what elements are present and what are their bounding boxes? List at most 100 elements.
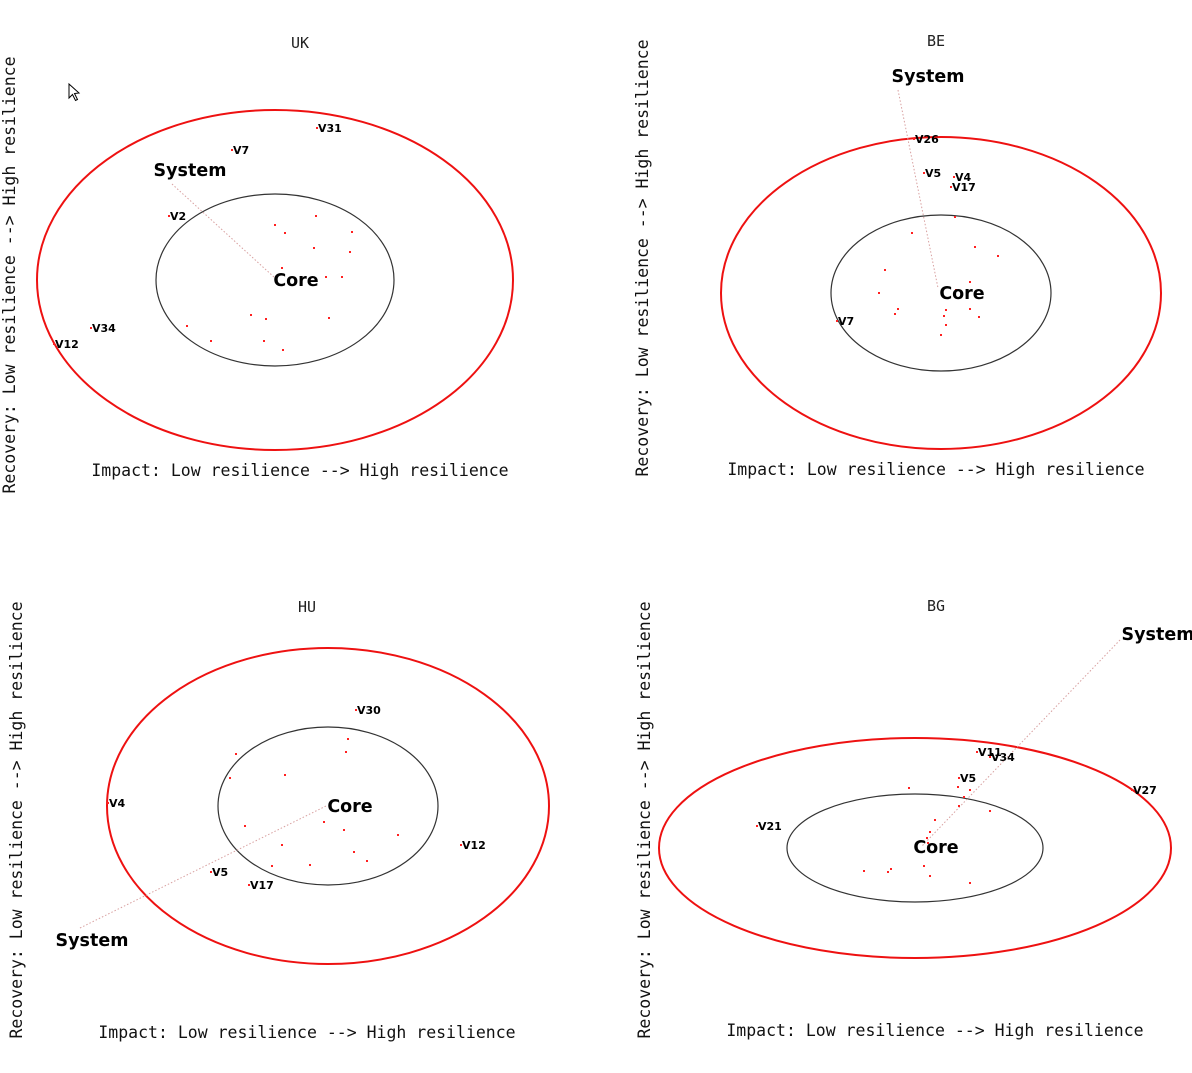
outer-resilience-ring [720, 136, 1162, 450]
variable-label: V7 [233, 144, 249, 157]
x-axis-label: Impact: Low resilience --> High resilien… [98, 1023, 515, 1042]
data-point [934, 819, 936, 821]
variable-point [958, 777, 960, 779]
variable-label: V17 [952, 181, 976, 194]
core-label: Core [913, 838, 958, 858]
data-point [325, 276, 327, 278]
core-ring [786, 793, 1044, 903]
data-point [957, 786, 959, 788]
data-point [397, 834, 399, 836]
system-label: System [154, 161, 227, 181]
core-ring [155, 193, 395, 367]
data-point [351, 231, 353, 233]
variable-label: V21 [758, 820, 782, 833]
data-point [250, 314, 252, 316]
data-point [349, 251, 351, 253]
data-point [945, 324, 947, 326]
data-point [284, 232, 286, 234]
data-point [284, 774, 286, 776]
variable-label: V34 [92, 322, 116, 335]
data-point [943, 315, 945, 317]
variable-label: V30 [357, 704, 381, 717]
data-point [955, 289, 957, 291]
chart-title: BE [927, 32, 945, 50]
variable-label: V11 [978, 746, 1002, 759]
data-point [969, 308, 971, 310]
system-label: System [892, 67, 965, 87]
data-point [282, 349, 284, 351]
data-point [890, 868, 892, 870]
variable-point [168, 215, 170, 217]
variable-label: V12 [462, 839, 486, 852]
chart-panel-uk: UK Impact: Low resilience --> High resili… [0, 34, 514, 494]
data-point [863, 870, 865, 872]
data-point [969, 281, 971, 283]
variable-label: V5 [212, 866, 228, 879]
variable-label: V17 [250, 879, 274, 892]
data-point [235, 753, 237, 755]
variable-point [976, 751, 978, 753]
data-point [897, 308, 899, 310]
variable-point [90, 327, 92, 329]
data-point [887, 871, 889, 873]
data-point [878, 292, 880, 294]
data-point [345, 751, 347, 753]
core-label: Core [273, 271, 318, 291]
data-point [945, 309, 947, 311]
variable-point [248, 884, 250, 886]
data-point [313, 247, 315, 249]
outer-resilience-ring [36, 109, 514, 451]
y-axis-label: Recovery: Low resilience --> High resili… [0, 56, 19, 493]
data-point [911, 232, 913, 234]
chart-panel-hu: HU Impact: Low resilience --> High resili… [7, 598, 550, 1042]
variable-point [355, 709, 357, 711]
y-axis-label: Recovery: Low resilience --> High resili… [7, 601, 26, 1038]
chart-title: UK [291, 34, 309, 52]
data-point [323, 821, 325, 823]
outer-resilience-ring [658, 737, 1172, 959]
variable-label: V5 [925, 167, 941, 180]
data-point [186, 325, 188, 327]
core-label: Core [327, 797, 372, 817]
data-point [997, 255, 999, 257]
variable-point [836, 320, 838, 322]
variable-point [1131, 789, 1133, 791]
system-connector-line [897, 89, 939, 289]
data-point [969, 789, 971, 791]
variable-label: V7 [838, 315, 854, 328]
data-point [974, 246, 976, 248]
data-point [244, 825, 246, 827]
data-point [347, 738, 349, 740]
data-point [328, 317, 330, 319]
data-point [366, 860, 368, 862]
variable-label: V27 [1133, 784, 1157, 797]
data-point [343, 829, 345, 831]
variable-point [107, 802, 109, 804]
variable-label: V5 [960, 772, 976, 785]
variable-point [923, 172, 925, 174]
mouse-cursor-icon [68, 82, 81, 102]
data-point [954, 216, 956, 218]
chart-panel-bg: BG Impact: Low resilience --> High resili… [635, 597, 1192, 1040]
data-point [958, 805, 960, 807]
data-point [274, 224, 276, 226]
x-axis-label: Impact: Low resilience --> High resilien… [91, 461, 508, 480]
variable-point [231, 149, 233, 151]
data-point [229, 777, 231, 779]
variable-label: V4 [109, 797, 126, 810]
system-label: System [56, 931, 129, 951]
system-connector-line [171, 183, 276, 279]
data-point [341, 276, 343, 278]
data-point [210, 340, 212, 342]
x-axis-label: Impact: Low resilience --> High resilien… [727, 460, 1144, 479]
core-label: Core [939, 284, 984, 304]
variable-label: V34 [991, 751, 1015, 764]
system-label: System [1122, 625, 1192, 645]
data-point [315, 215, 317, 217]
variable-point [989, 756, 991, 758]
data-point [929, 875, 931, 877]
variable-point [53, 343, 55, 345]
data-point [969, 882, 971, 884]
variable-point [953, 176, 955, 178]
data-point [271, 865, 273, 867]
